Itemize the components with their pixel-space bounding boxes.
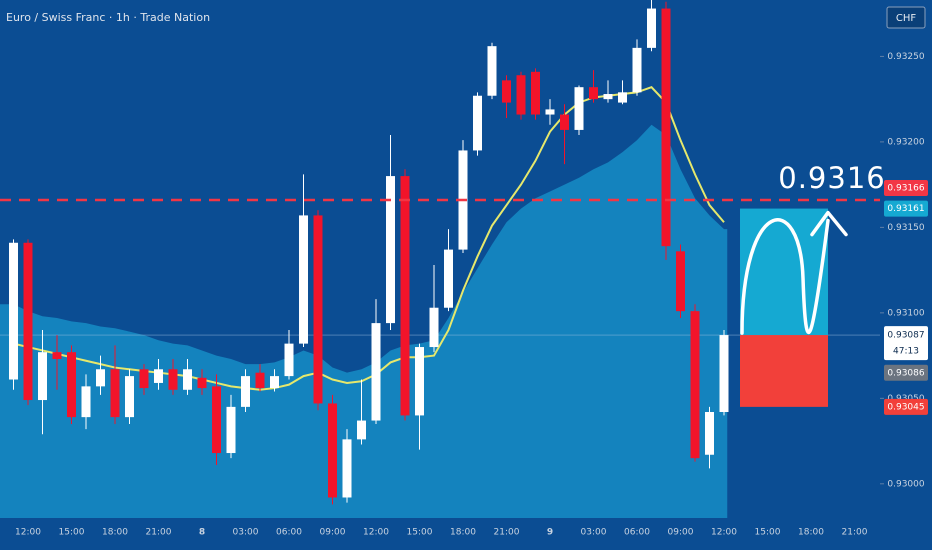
- area-fill: [0, 124, 728, 519]
- x-tick-label: 09:00: [668, 528, 694, 538]
- candle-body: [81, 386, 91, 418]
- candle-body: [110, 369, 120, 418]
- candle-body: [139, 369, 149, 389]
- annotation: 0.9316: [778, 161, 885, 195]
- last-price-tag-label: 0.93087: [887, 331, 924, 341]
- candle-body: [647, 8, 656, 48]
- target-tag-box: [884, 200, 928, 217]
- x-tick-label: 09:00: [320, 528, 346, 538]
- overlay: [740, 208, 848, 407]
- x-tick-label: 15:00: [755, 528, 781, 538]
- candle-body: [154, 369, 163, 383]
- candle-body: [705, 412, 714, 455]
- candle-body: [96, 369, 105, 387]
- candle-body: [429, 307, 439, 348]
- plot-area: [0, 0, 880, 519]
- candle-body: [357, 420, 366, 440]
- chart-title: Euro / Swiss Franc · 1h · Trade Nation: [6, 11, 210, 24]
- y-tick-label: 0.93150: [887, 223, 924, 233]
- x-tick-label: 21:00: [146, 528, 172, 538]
- candle-body: [299, 215, 308, 344]
- forecast-curve: [740, 218, 830, 335]
- forecast-arrowhead: [810, 210, 848, 237]
- x-tick-label: 18:00: [450, 528, 476, 538]
- candle-body: [284, 343, 294, 377]
- candle-body: [603, 94, 613, 100]
- x-tick-label: 06:00: [624, 528, 650, 538]
- candle-body: [516, 75, 526, 115]
- candle-body: [415, 347, 424, 416]
- candle-body: [444, 249, 453, 308]
- x-tick-label: 21:00: [842, 528, 868, 538]
- y-tick-label: 0.93200: [887, 137, 924, 147]
- x-tick-label: 9: [547, 528, 553, 538]
- candle-body: [183, 369, 192, 390]
- candle-body: [676, 251, 685, 312]
- candle-body: [632, 47, 642, 93]
- candle-body: [574, 87, 584, 130]
- candle-body: [371, 323, 381, 421]
- candle-body: [661, 8, 671, 247]
- candle-body: [400, 176, 410, 416]
- marker-tag-label: 0.93086: [887, 368, 924, 378]
- x-tick-label: 12:00: [363, 528, 389, 538]
- candle-body: [226, 406, 236, 454]
- candle-body: [690, 311, 700, 459]
- candle-body: [255, 372, 265, 389]
- candle-body: [589, 87, 598, 100]
- candle-body: [502, 80, 511, 103]
- candle-body: [328, 403, 337, 498]
- countdown-label: 47:13: [893, 347, 919, 357]
- y-tick-label: 0.93250: [887, 52, 924, 62]
- x-tick-label: 03:00: [581, 528, 607, 538]
- candle-body: [473, 95, 482, 151]
- candle-body: [9, 242, 18, 380]
- candle-body: [531, 71, 540, 115]
- candle-body: [52, 352, 62, 360]
- candle-body: [386, 176, 395, 324]
- x-tick-label: 06:00: [276, 528, 302, 538]
- candle-body: [241, 376, 250, 407]
- candle-body: [313, 215, 323, 404]
- candle-body: [719, 335, 729, 413]
- axes: 0.93000 0.93050 0.93100 0.93150 0.93200 0.932…: [15, 52, 928, 538]
- y-tick-label: 0.93000: [887, 479, 924, 489]
- x-tick-label: 18:00: [102, 528, 128, 538]
- x-tick-label: 18:00: [798, 528, 824, 538]
- x-tick-label: 12:00: [711, 528, 737, 538]
- candle-body: [168, 369, 178, 390]
- candle-body: [270, 376, 279, 389]
- x-tick-label: 15:00: [407, 528, 433, 538]
- candle-body: [23, 242, 33, 401]
- candle-body: [487, 46, 497, 96]
- x-tick-label: 12:00: [15, 528, 41, 538]
- currency-label: CHF: [896, 13, 917, 24]
- marker-tag-box: [884, 364, 928, 381]
- target-tag-label: 0.93161: [887, 204, 924, 214]
- stop-tag-box: [884, 398, 928, 415]
- level-tag-box: [884, 180, 928, 197]
- candle-body: [545, 109, 555, 115]
- x-tick-label: 15:00: [59, 528, 85, 538]
- currency-box: [886, 6, 926, 29]
- last-price-tag-box: [884, 326, 928, 361]
- candle-body: [38, 352, 47, 401]
- x-tick-label: 03:00: [233, 528, 259, 538]
- x-tick-label: 21:00: [494, 528, 520, 538]
- candle-body: [342, 439, 352, 498]
- candle-body: [125, 376, 134, 418]
- candle-body: [197, 377, 207, 389]
- stop-tag-label: 0.93045: [887, 402, 924, 412]
- level-tag-label: 0.93166: [887, 184, 924, 194]
- candle-body: [212, 386, 221, 454]
- candle-body: [618, 92, 627, 103]
- x-tick-label: 8: [199, 528, 205, 538]
- stop-zone: [740, 335, 828, 407]
- candle-body: [560, 114, 569, 130]
- y-tick-label: 0.93100: [887, 308, 924, 318]
- y-tick-label: 0.93050: [887, 394, 924, 404]
- candle-body: [67, 352, 76, 418]
